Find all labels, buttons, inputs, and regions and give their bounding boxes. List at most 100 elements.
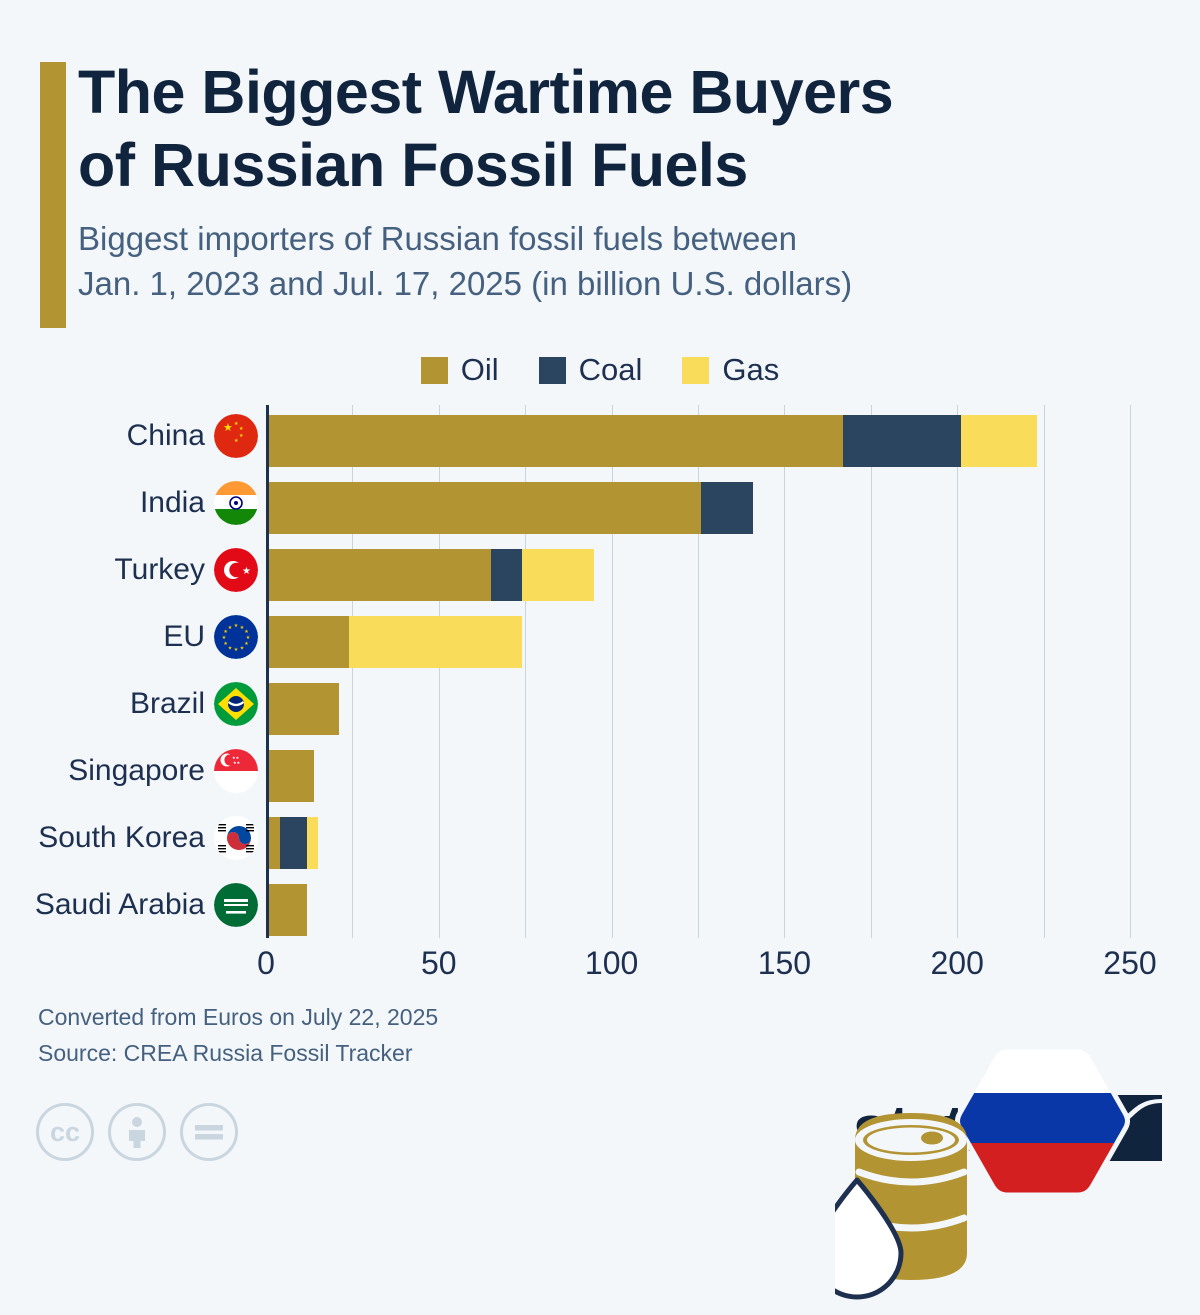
bar-segment-oil[interactable] [266,683,339,735]
gridline-150 [784,405,786,938]
bar-segment-oil[interactable] [266,415,844,467]
gridline-175 [870,405,872,938]
y-axis-line [266,405,269,938]
x-tick-label-50: 50 [421,945,457,981]
category-label-text: Singapore [68,754,205,787]
category-label-text: India [139,486,205,519]
svg-text:★: ★ [244,641,249,647]
gridline-25 [352,405,354,938]
legend-item-coal[interactable]: Coal [538,352,643,388]
gridline-125 [698,405,699,938]
cc-icon: cc [36,1103,94,1161]
footnote-source: Source: CREA Russia Fossil Tracker [38,1039,413,1066]
category-label-text: Turkey [114,553,205,586]
category-label-text: China [126,419,205,452]
bar-segment-oil[interactable] [266,616,349,668]
gridline-50 [438,405,440,938]
bar-row[interactable] [266,683,1130,735]
russia-flag-hexagon-icon [955,1044,1130,1198]
footnotes: Converted from Euros on July 22, 2025 So… [38,1000,438,1071]
bar-segment-oil[interactable] [266,549,491,601]
svg-text:★★: ★★ [233,760,241,765]
category-label-text: Brazil [129,687,205,720]
flag-china-icon: ★ ★ ★ ★ ★ [214,414,258,458]
category-label-india: India [140,477,258,529]
category-label-saudi-arabia: Saudi Arabia [35,879,258,931]
svg-text:★: ★ [234,623,239,629]
svg-text:★: ★ [234,421,239,427]
x-tick-label-150: 150 [757,945,812,981]
bar-row[interactable] [266,616,1130,668]
svg-text:★: ★ [222,635,227,641]
bar-segment-gas[interactable] [348,616,522,668]
legend-label: Gas [722,352,780,387]
legend-swatch-gas-icon [682,356,710,384]
legend-swatch-coal-icon [538,356,566,384]
flag-south-korea-icon [214,816,258,860]
oil-barrel-russia-illustration [810,1035,1155,1310]
svg-text:★: ★ [223,629,228,635]
flag-saudi-arabia-icon [214,883,258,927]
bar-segment-oil[interactable] [266,482,702,534]
x-axis-ticks: 0 50 100 150 200 250 [0,945,1200,995]
cc-by-person-icon [108,1103,166,1161]
bar-row[interactable] [266,549,1130,601]
category-label-text: South Korea [38,821,205,854]
page-title: The Biggest Wartime Buyers of Russian Fo… [78,58,894,199]
flag-singapore-icon: ★★ ★★ [214,749,258,793]
category-label-china: China ★ ★ ★ ★ ★ [127,410,258,462]
bar-segment-coal[interactable] [701,482,754,534]
bar-segment-oil[interactable] [266,884,308,936]
x-tick-label-200: 200 [930,945,984,981]
bar-segment-oil[interactable] [266,817,280,869]
bar-row[interactable] [266,817,1130,869]
chart-plot-area: China ★ ★ ★ ★ ★ India Turkey ★ EU ★ ★ ★ ★ ★ ★ ★ ★ ★ ★ ★ ★ Braz… [0,400,1200,1300]
gridline-75 [525,405,527,938]
svg-text:★: ★ [244,629,249,635]
svg-text:★: ★ [223,421,233,434]
svg-text:★: ★ [240,646,245,652]
bar-row[interactable] [266,750,1130,802]
category-label-eu: EU ★ ★ ★ ★ ★ ★ ★ ★ ★ ★ ★ ★ [163,611,258,663]
category-label-turkey: Turkey ★ [114,544,258,596]
bar-row[interactable] [266,415,1130,467]
category-label-text: EU [163,620,205,653]
legend-item-gas[interactable]: Gas [682,352,779,388]
category-label-brazil: Brazil [130,678,258,730]
legend-label: Coal [578,352,643,387]
x-tick-label-100: 100 [584,945,639,981]
bar-segment-gas[interactable] [521,549,595,601]
bar-segment-coal[interactable] [843,415,961,467]
x-tick-label-250: 250 [1103,945,1157,981]
bar-segment-coal[interactable] [490,549,522,601]
bar-segment-gas[interactable] [307,817,318,869]
legend-item-oil[interactable]: Oil [420,352,499,388]
footnote-converted: Converted from Euros on July 22, 2025 [38,1004,439,1030]
creative-commons-license: cc [36,1103,238,1161]
title-accent-bar [40,62,66,328]
chart-legend: Oil Coal Gas [0,352,1200,388]
gridline-200 [957,405,959,938]
gridline-225 [1043,405,1045,938]
bar-segment-coal[interactable] [279,817,308,869]
svg-text:★: ★ [228,625,233,631]
flag-turkey-icon: ★ [214,548,258,592]
gridline-250 [1130,405,1131,938]
plot-canvas [266,405,1131,938]
bar-segment-oil[interactable] [266,750,315,802]
header: The Biggest Wartime Buyers of Russian Fo… [0,0,1200,340]
bar-row[interactable] [266,884,1130,936]
cc-nd-equals-icon [180,1103,238,1161]
svg-text:★: ★ [223,641,228,647]
gridline-100 [611,405,613,938]
bar-row[interactable] [266,482,1130,534]
svg-text:★★: ★★ [232,755,240,760]
svg-text:★: ★ [234,438,239,444]
category-label-singapore: Singapore ★★ ★★ [68,745,258,797]
category-label-text: Saudi Arabia [34,888,205,921]
svg-text:★: ★ [228,646,233,652]
svg-text:★: ★ [240,625,245,631]
x-tick-label-0: 0 [257,945,275,981]
legend-label: Oil [460,352,499,387]
bar-segment-gas[interactable] [960,415,1037,467]
